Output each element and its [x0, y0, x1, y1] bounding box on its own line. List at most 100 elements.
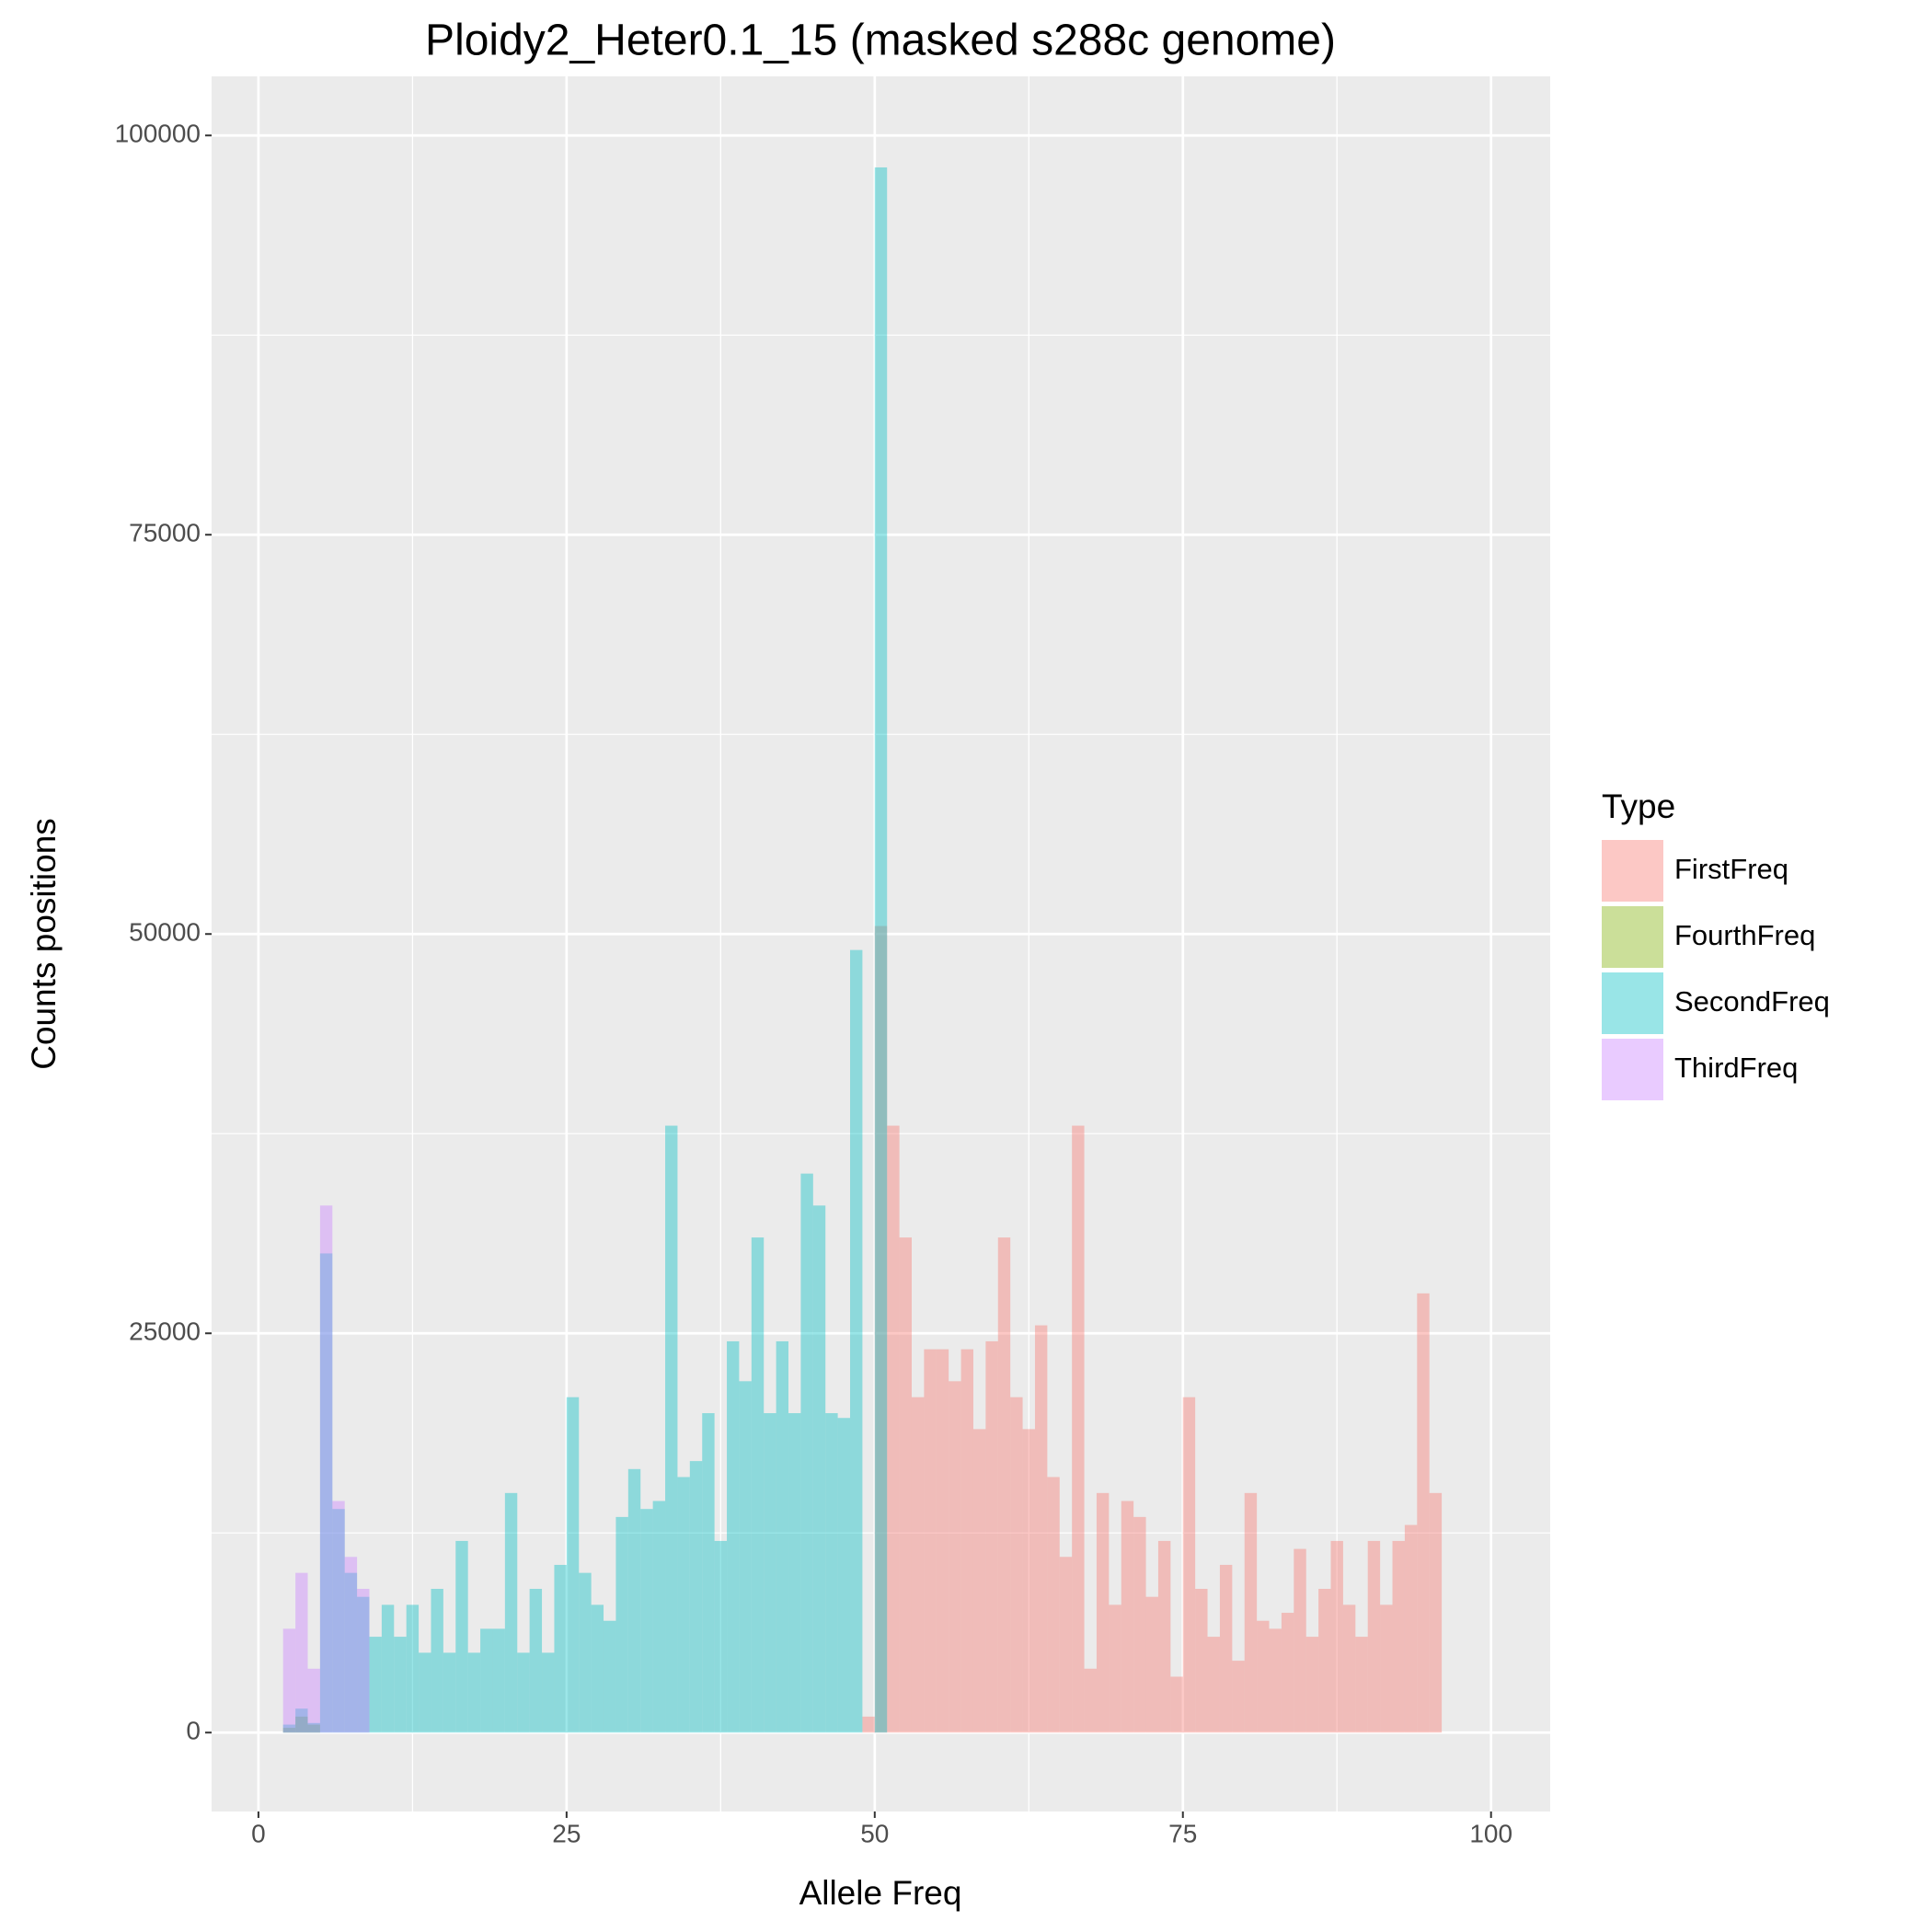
bar: [960, 1349, 973, 1733]
bar: [911, 1397, 925, 1733]
bar: [739, 1381, 752, 1733]
bar: [1269, 1628, 1282, 1733]
bar: [357, 1589, 370, 1733]
x-tick-label: 50: [860, 1819, 889, 1847]
bar: [357, 1596, 370, 1733]
bar: [1429, 1492, 1443, 1733]
y-axis-title: Counts positions: [25, 818, 63, 1070]
bar: [282, 1724, 296, 1733]
bar: [874, 167, 888, 1733]
bar: [307, 1724, 320, 1733]
legend-key: [1602, 972, 1663, 1034]
x-tick-label: 75: [1168, 1819, 1197, 1847]
legend-label: ThirdFreq: [1674, 1052, 1798, 1084]
bar: [344, 1572, 358, 1733]
bar: [1281, 1613, 1294, 1733]
bar: [1305, 1637, 1319, 1733]
bar: [282, 1728, 296, 1733]
bar: [1404, 1524, 1418, 1733]
bar: [1096, 1492, 1110, 1733]
x-tick-label: 25: [552, 1819, 581, 1847]
bar: [1330, 1540, 1343, 1733]
bar: [579, 1572, 592, 1733]
y-tick-label: 100000: [115, 120, 201, 148]
bar: [702, 1413, 715, 1733]
bar: [542, 1652, 555, 1733]
bar: [924, 1349, 937, 1733]
bar: [1010, 1397, 1023, 1733]
bar: [566, 1397, 580, 1733]
bar: [949, 1381, 961, 1733]
bar: [1121, 1501, 1134, 1733]
bar: [1034, 1325, 1048, 1733]
bar: [751, 1237, 765, 1733]
legend-title: Type: [1602, 788, 1675, 825]
legend-key: [1602, 906, 1663, 968]
bar: [800, 1173, 813, 1733]
panel: [212, 76, 1550, 1811]
bar: [1133, 1516, 1146, 1733]
bar: [850, 949, 863, 1733]
bar: [1207, 1637, 1220, 1733]
bar: [480, 1628, 493, 1733]
bar: [1257, 1620, 1270, 1733]
x-tick-label: 100: [1469, 1819, 1512, 1847]
legend-key: [1602, 1039, 1663, 1100]
bar: [936, 1349, 949, 1733]
bar: [1145, 1596, 1158, 1733]
legend-label: SecondFreq: [1674, 985, 1830, 1018]
bar: [627, 1468, 641, 1733]
bar: [1342, 1604, 1356, 1733]
bar: [899, 1237, 912, 1733]
bar: [332, 1509, 345, 1733]
bar: [1109, 1604, 1121, 1733]
legend-label: FourthFreq: [1674, 919, 1815, 951]
bar: [1084, 1668, 1097, 1733]
bar: [1367, 1540, 1381, 1733]
bar: [677, 1477, 690, 1733]
bar: [1157, 1540, 1171, 1733]
bar: [1170, 1676, 1183, 1733]
bar: [1232, 1661, 1245, 1733]
bar: [640, 1509, 653, 1733]
bar: [727, 1340, 740, 1733]
bar: [554, 1564, 567, 1733]
bar: [406, 1604, 420, 1733]
bar: [319, 1253, 333, 1733]
bar: [764, 1413, 776, 1733]
bar: [1380, 1604, 1393, 1733]
bar: [825, 1413, 838, 1733]
bar: [1294, 1548, 1306, 1733]
bar: [1392, 1540, 1405, 1733]
bar: [332, 1501, 345, 1733]
bar: [381, 1604, 395, 1733]
bar: [467, 1652, 481, 1733]
bar: [665, 1125, 678, 1733]
y-tick-label: 75000: [129, 519, 201, 547]
bar: [862, 1716, 875, 1733]
bar: [788, 1413, 801, 1733]
bar: [874, 926, 888, 1733]
bar: [394, 1637, 407, 1733]
bar: [369, 1637, 382, 1733]
legend-label: FirstFreq: [1674, 853, 1788, 885]
bar: [319, 1205, 333, 1733]
bar: [776, 1340, 789, 1733]
legend-key: [1602, 840, 1663, 902]
bar: [1182, 1397, 1196, 1733]
x-axis-title: Allele Freq: [799, 1874, 962, 1912]
bar: [282, 1628, 296, 1733]
bar: [714, 1540, 728, 1733]
bar: [985, 1340, 998, 1733]
bar: [1318, 1589, 1331, 1733]
bar: [1022, 1429, 1035, 1733]
bar: [1072, 1125, 1085, 1733]
y-tick-label: 0: [186, 1717, 201, 1745]
bar: [443, 1652, 456, 1733]
bar: [492, 1628, 505, 1733]
chart-title: Ploidy2_Heter0.1_15 (masked s288c genome…: [425, 17, 1336, 65]
bar: [689, 1461, 703, 1733]
bar: [504, 1492, 518, 1733]
bar: [1417, 1293, 1430, 1733]
bar: [431, 1589, 443, 1733]
